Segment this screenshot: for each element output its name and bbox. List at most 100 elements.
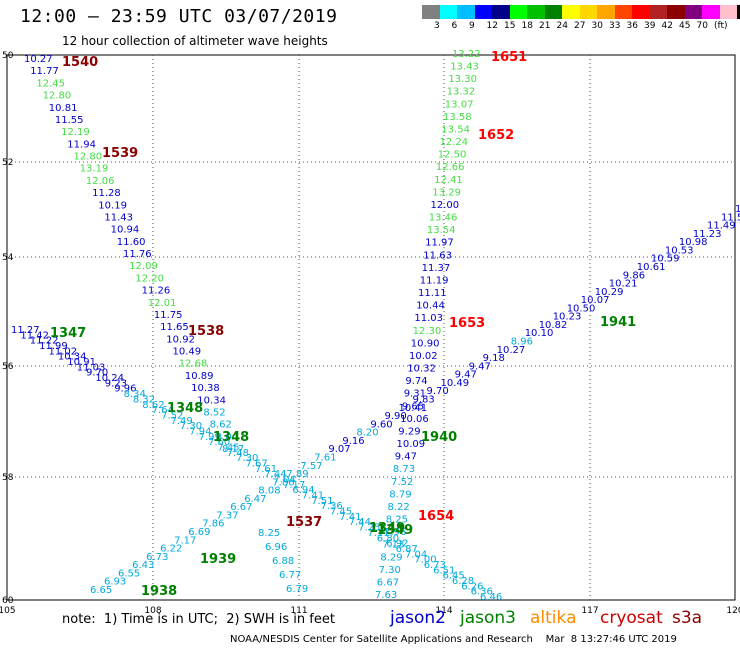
- pass-id-label: 1348: [167, 401, 203, 416]
- colorbar-tick: 42: [661, 21, 673, 31]
- wave-height-value: 11.03: [414, 313, 443, 324]
- wave-height-value: 6.73: [424, 560, 446, 571]
- wave-height-value: 11.37: [422, 263, 451, 274]
- wave-height-value: 8.34: [124, 389, 146, 400]
- wave-height-value: 6.73: [146, 552, 168, 563]
- wave-height-value: 10.50: [567, 303, 596, 314]
- wave-height-value: 11.77: [30, 66, 59, 77]
- colorbar-tick: 6: [451, 21, 458, 31]
- wave-height-value: 7.00: [414, 555, 436, 566]
- colorbar-swatch: [702, 5, 720, 19]
- colorbar-swatch: [492, 5, 510, 19]
- wave-height-value: 6.77: [279, 570, 301, 581]
- colorbar-swatch: [474, 5, 492, 19]
- lat-tick-label: 58: [2, 473, 14, 483]
- wave-height-value: 7.36: [321, 501, 343, 512]
- wave-height-value: 8.52: [203, 407, 225, 418]
- colorbar-tick: 30: [591, 21, 603, 31]
- wave-height-value: 11.76: [123, 249, 152, 260]
- wave-height-value: 11.42: [735, 204, 740, 215]
- colorbar-tick: 33: [609, 21, 621, 31]
- lat-tick-label: 56: [2, 362, 14, 372]
- wave-height-value: 7.86: [272, 477, 294, 488]
- wave-height-value: 12.01: [148, 298, 177, 309]
- wave-height-value: 11.27: [11, 325, 40, 336]
- wave-height-value: 12.20: [135, 273, 164, 284]
- wave-height-value: 11.43: [104, 212, 133, 223]
- wave-height-value: 9.07: [328, 444, 350, 455]
- wave-height-value: 9.60: [370, 419, 392, 430]
- wave-height-value: 11.97: [425, 238, 454, 249]
- wave-height-value: 7.94: [189, 427, 211, 438]
- wave-height-value: 12.80: [43, 91, 72, 102]
- wave-height-value: 8.04: [216, 432, 238, 443]
- wave-height-value: 13.54: [441, 125, 470, 136]
- wave-height-value: 10.21: [609, 279, 638, 290]
- wave-height-value: 10.10: [525, 328, 554, 339]
- wave-height-value: 7.37: [216, 511, 238, 522]
- colorbar-tick: 21: [539, 21, 551, 31]
- wave-height-value: 7.44: [264, 469, 286, 480]
- wave-height-value: 12.00: [431, 200, 460, 211]
- colorbar-swatch: [562, 5, 580, 19]
- wave-height-value: 10.24: [95, 373, 124, 384]
- wave-height-value: 11.63: [423, 250, 452, 261]
- wave-height-value: 13.32: [447, 87, 476, 98]
- wave-height-value: 10.06: [400, 414, 429, 425]
- map-frame: [6, 54, 736, 601]
- wave-height-value: 7.96: [384, 527, 406, 538]
- wave-height-value: 7.67: [246, 459, 268, 470]
- wave-height-value: 6.22: [160, 544, 182, 555]
- wave-height-value: 10.07: [581, 295, 610, 306]
- wave-height-value: 10.27: [497, 345, 526, 356]
- wave-height-value: 7.64: [152, 405, 174, 416]
- colorbar-swatch: [457, 5, 475, 19]
- map-subtitle: 12 hour collection of altimeter wave hei…: [62, 34, 328, 48]
- wave-height-value: 10.53: [665, 245, 694, 256]
- wave-height-value: 6.67: [377, 577, 399, 588]
- colorbar-swatch: [597, 5, 615, 19]
- wave-height-value: 7.51: [311, 496, 333, 507]
- wave-height-value: 8.25: [258, 528, 280, 539]
- wave-height-value: 7.45: [330, 507, 352, 518]
- lat-tick-label: 54: [2, 253, 14, 263]
- footer-note: note: 1) Time is in UTC; 2) SWH is in fe…: [62, 612, 335, 627]
- wave-height-value: 9.65: [402, 401, 424, 412]
- lat-tick-label: 52: [2, 158, 13, 168]
- wave-height-value: 12.09: [129, 261, 158, 272]
- pass-id-label: 1537: [286, 515, 322, 530]
- colorbar-tick: 27: [574, 21, 586, 31]
- wave-height-value: 7.48: [227, 448, 249, 459]
- pass-id-label: 1349: [369, 521, 405, 536]
- wave-height-value: 7.52: [161, 410, 183, 421]
- wave-height-value: 9.47: [469, 361, 491, 372]
- wave-height-value: 7.99: [199, 432, 221, 443]
- wave-height-value: 12.06: [86, 176, 115, 187]
- lon-tick-label: 120: [726, 606, 740, 616]
- wave-height-value: 10.82: [539, 320, 568, 331]
- wave-height-value: 11.75: [154, 310, 183, 321]
- wave-height-value: 6.43: [132, 560, 154, 571]
- wave-height-value: 7.30: [180, 421, 202, 432]
- wave-height-value: 13.19: [80, 164, 109, 175]
- wave-height-value: 10.49: [173, 347, 202, 358]
- wave-height-value: 13.07: [445, 99, 474, 110]
- pass-id-label: 1938: [141, 584, 177, 599]
- pass-id-label: 1538: [188, 324, 224, 339]
- wave-height-value: 11.03: [77, 362, 106, 373]
- wave-height-value: 11.42: [20, 330, 49, 341]
- wave-height-value: 11.11: [418, 288, 447, 299]
- wave-height-value: 9.23: [105, 378, 127, 389]
- wave-height-value: 10.32: [407, 364, 436, 375]
- colorbar-swatch: [422, 5, 440, 19]
- wave-height-value: 10.19: [98, 200, 127, 211]
- wave-height-value: 10.81: [49, 103, 78, 114]
- pass-id-label: 1348: [213, 430, 249, 445]
- wave-height-value: 7.61: [255, 464, 277, 475]
- wave-height-value: 11.19: [420, 276, 449, 287]
- pass-id-label: 1540: [62, 55, 98, 70]
- colorbar-swatch: [509, 5, 527, 19]
- wave-height-value: 9.90: [385, 411, 407, 422]
- legend-altika: altika: [530, 608, 577, 628]
- lon-tick-label: 114: [435, 606, 452, 616]
